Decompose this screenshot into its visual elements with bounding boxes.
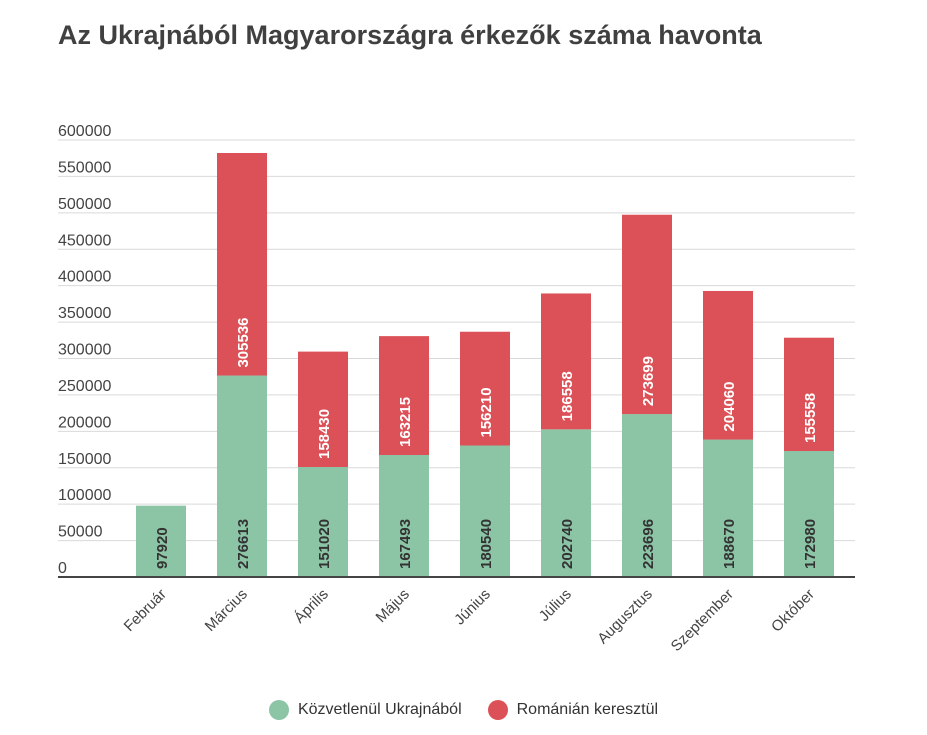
bar-segment-romania [703,290,753,440]
data-label-direct: 167493 [397,519,414,569]
chart-title: Az Ukrajnából Magyarországra érkezők szá… [58,20,762,50]
data-label-romania: 155558 [802,393,819,443]
bar-segment-romania [460,331,510,446]
y-tick-label: 600000 [58,123,111,140]
data-label-romania: 158430 [316,409,333,459]
y-axis-tick-labels: 0 50000 100000 150000 200000 250000 300000 3500… [58,123,111,577]
x-tick-label: Július [536,586,575,625]
data-label-romania: 204060 [721,382,738,432]
bar-segment-direct [379,455,429,577]
y-tick-label: 350000 [58,305,111,322]
y-tick-label: 300000 [58,342,111,359]
legend-label-direct: Közvetlenül Ukrajnából [297,701,462,718]
x-tick-label: Augusztus [594,586,656,648]
bar-segment-romania [379,336,429,456]
legend-label-romania: Románián keresztül [516,701,659,718]
bar-segment-romania [622,214,672,415]
data-label-direct: 223696 [640,519,657,569]
bar-segment-direct [298,467,348,577]
data-label-romania: 305536 [235,317,252,367]
x-tick-label: Szeptember [668,586,737,655]
y-tick-label: 150000 [58,451,111,468]
y-tick-label: 550000 [58,159,111,176]
bars [136,153,834,577]
data-label-direct: 276613 [235,519,252,569]
bar-segment-direct [136,505,186,577]
data-label-romania: 273699 [640,356,657,406]
bar-segment-direct [460,445,510,577]
x-tick-label: Május [373,586,413,626]
y-tick-label: 400000 [58,269,111,286]
data-labels: 97920 276613 305536 151020 158430 167493 16321… [154,317,819,569]
y-tick-label: 450000 [58,232,111,249]
bar-segment-direct [541,429,591,577]
y-tick-label: 200000 [58,414,111,431]
legend: Közvetlenül Ukrajnából Románián keresztü… [0,700,927,720]
legend-swatch-direct [268,700,289,720]
data-label-direct: 172980 [802,519,819,569]
data-label-direct: 151020 [316,519,333,569]
bar-segment-direct [217,375,267,577]
x-tick-label: Október [768,586,818,636]
bar-segment-romania [298,351,348,468]
bar-segment-romania [217,153,267,376]
y-tick-label: 50000 [58,524,103,541]
legend-item-romania: Románián keresztül [487,700,659,720]
legend-item-direct: Közvetlenül Ukrajnából [268,700,462,720]
y-tick-label: 0 [58,560,67,577]
y-tick-label: 250000 [58,378,111,395]
legend-swatch-romania [487,700,508,720]
x-tick-label: Február [121,586,170,635]
gridlines [58,139,855,542]
x-tick-label: Április [291,586,332,627]
data-label-romania: 156210 [478,387,495,437]
data-label-direct: 180540 [478,519,495,569]
bar-segment-romania [541,293,591,430]
x-tick-label: Június [451,586,494,629]
data-label-romania: 163215 [397,397,414,447]
data-label-direct: 202740 [559,519,576,569]
y-tick-label: 100000 [58,487,111,504]
bar-segment-direct [784,451,834,577]
data-label-direct: 188670 [721,519,738,569]
x-tick-label: Március [202,586,251,635]
data-label-romania: 186558 [559,371,576,421]
data-label-direct: 97920 [154,527,171,569]
bar-segment-romania [784,337,834,452]
bar-segment-direct [703,439,753,577]
y-tick-label: 500000 [58,196,111,213]
x-axis-tick-labels: Február Március Április Május Június Július Au… [121,586,818,655]
bar-segment-direct [622,414,672,577]
